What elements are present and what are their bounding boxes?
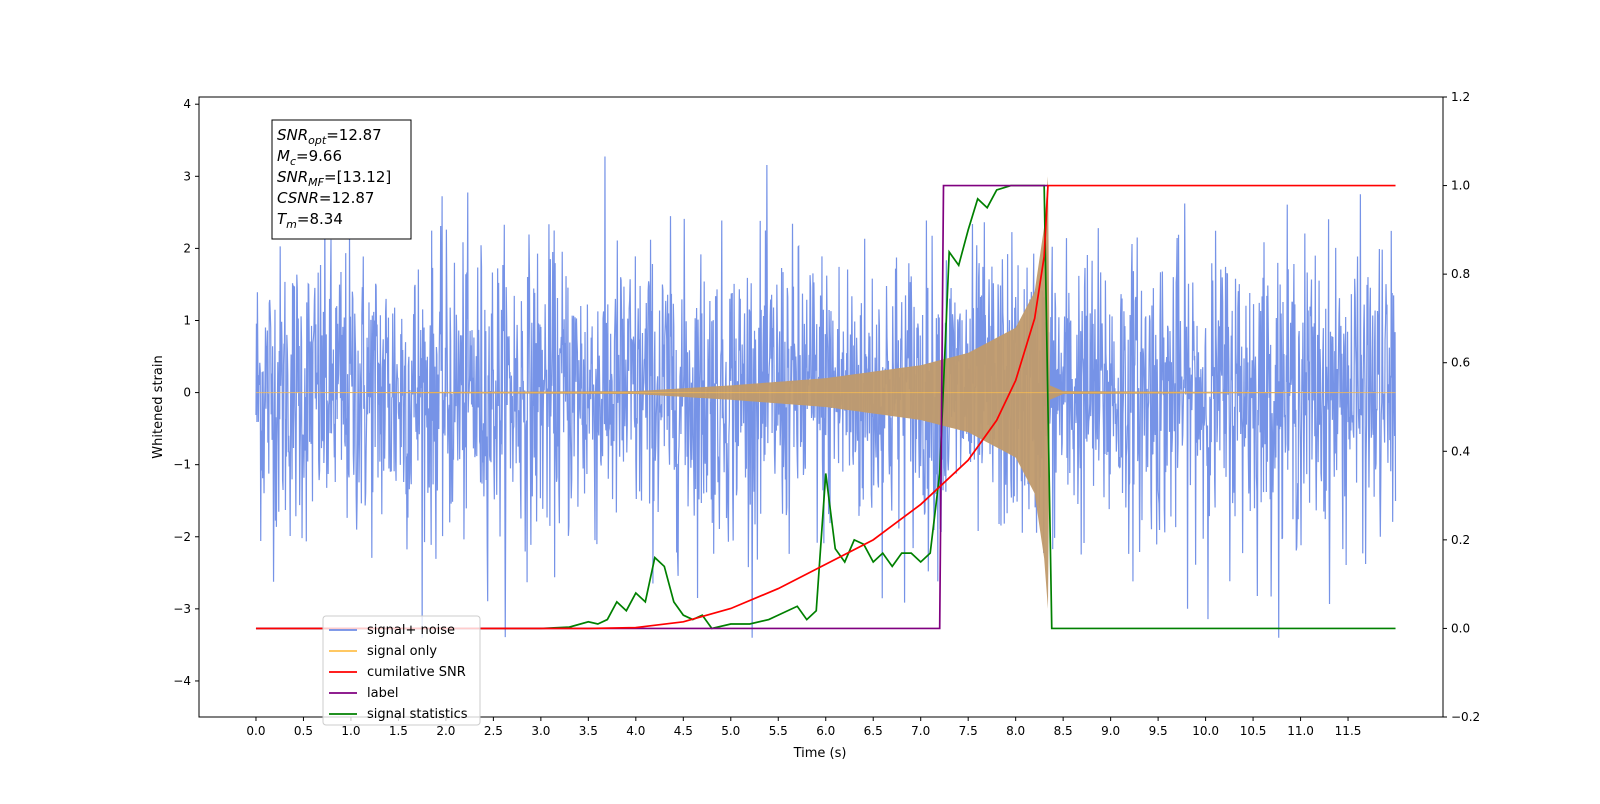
legend-entry: signal only — [329, 644, 437, 659]
legend-label: signal statistics — [367, 707, 468, 722]
y-axis-left: −4 −3 −2 −1 0 1 2 3 4 — [173, 97, 199, 688]
x-tick-label: 5.5 — [769, 724, 788, 738]
annotation-variable: SNR — [277, 168, 308, 186]
annotation-variable: CSNR — [277, 189, 319, 207]
legend-label: cumilative SNR — [367, 665, 466, 680]
x-tick-label: 6.5 — [864, 724, 883, 738]
annotation-line: Tm=8.34 — [277, 210, 343, 231]
signal-plus-noise-line — [255, 156, 1397, 638]
y-tick-label-right: 0.6 — [1451, 356, 1470, 370]
x-tick-label: 3.0 — [531, 724, 550, 738]
legend-label: signal only — [367, 644, 437, 659]
x-tick-label: 4.5 — [674, 724, 693, 738]
x-tick-label: 4.0 — [626, 724, 645, 738]
x-tick-label: 8.0 — [1006, 724, 1025, 738]
y-tick-label-right: 0.2 — [1451, 533, 1470, 547]
y-tick-label-left: −4 — [173, 674, 191, 688]
y-tick-label-left: 1 — [183, 313, 191, 327]
annotation-variable: SNR — [277, 126, 308, 144]
y-tick-label-left: −2 — [173, 530, 191, 544]
y-tick-label-right: 0.4 — [1451, 444, 1470, 458]
x-tick-label: 3.5 — [579, 724, 598, 738]
plot-frame — [198, 96, 1444, 718]
annotation-value: =12.87 — [319, 189, 375, 207]
legend: signal+ noise signal only cumilative SNR la… — [322, 615, 481, 726]
annotation-subscript: MF — [308, 176, 324, 189]
signal-statistics-line — [255, 184, 1396, 630]
x-tick-label: 7.5 — [959, 724, 978, 738]
x-tick-label: 1.5 — [389, 724, 408, 738]
y-tick-label-left: 2 — [183, 241, 191, 255]
y-axis-right: −0.2 0.0 0.2 0.4 0.6 0.8 1.0 1.2 — [1443, 90, 1480, 724]
legend-entry: cumilative SNR — [329, 665, 466, 680]
legend-label: signal+ noise — [367, 623, 455, 638]
x-tick-label: 10.0 — [1192, 724, 1219, 738]
x-axis: 0.0 0.5 1.0 1.5 2.0 2.5 3.0 3.5 4.0 4.5 5.0 5.5 6.0 6… — [246, 717, 1361, 738]
y-tick-label-left: −3 — [173, 602, 191, 616]
annotation-value: =8.34 — [297, 210, 343, 228]
annotation-subscript: m — [286, 218, 297, 231]
y-tick-label-left: 4 — [183, 97, 191, 111]
x-tick-label: 11.0 — [1287, 724, 1314, 738]
annotation-subscript: opt — [308, 134, 327, 147]
annotation-variable: M — [277, 147, 290, 165]
annotation-line: Mc=9.66 — [277, 147, 342, 168]
x-tick-label: 2.0 — [436, 724, 455, 738]
signal-plus-noise-series — [255, 156, 1397, 638]
annotation-value: =[13.12] — [324, 168, 391, 186]
legend-entry: signal statistics — [329, 707, 468, 722]
x-tick-label: 9.0 — [1101, 724, 1120, 738]
x-tick-label: 1.0 — [341, 724, 360, 738]
y-tick-label-right: 1.2 — [1451, 90, 1470, 104]
y-tick-label-left: −1 — [173, 458, 191, 472]
annotation-value: =12.87 — [326, 126, 382, 144]
annotation-variable: T — [277, 210, 288, 228]
y-tick-label-right: 0.0 — [1451, 621, 1470, 635]
y-tick-label-right: 0.8 — [1451, 267, 1470, 281]
annotation-line: CSNR=12.87 — [277, 189, 374, 207]
annotation-subscript: c — [290, 155, 296, 168]
x-tick-label: 2.5 — [484, 724, 503, 738]
legend-frame — [322, 615, 481, 726]
legend-label: label — [367, 686, 398, 701]
x-tick-label: 5.0 — [721, 724, 740, 738]
annotation-box: SNRopt=12.87Mc=9.66SNRMF=[13.12]CSNR=12.… — [271, 119, 412, 240]
legend-entry: signal+ noise — [329, 623, 455, 638]
y-tick-label-left: 3 — [183, 169, 191, 183]
annotation-line: SNRopt=12.87 — [277, 126, 382, 147]
y-axis-label-left: Whitened strain — [151, 355, 166, 458]
cumilative-snr-line — [255, 184, 1396, 630]
annotation-frame — [271, 119, 412, 240]
annotation-line: SNRMF=[13.12] — [277, 168, 391, 189]
annotation-value: =9.66 — [296, 147, 342, 165]
signal-only-series — [255, 176, 1396, 609]
x-tick-label: 11.5 — [1335, 724, 1362, 738]
x-axis-label: Time (s) — [793, 746, 847, 761]
x-tick-label: 10.5 — [1240, 724, 1267, 738]
x-tick-label: 9.5 — [1149, 724, 1168, 738]
x-tick-label: 7.0 — [911, 724, 930, 738]
legend-entry: label — [329, 686, 398, 701]
y-tick-label-right: 1.0 — [1451, 179, 1470, 193]
x-tick-label: 8.5 — [1054, 724, 1073, 738]
x-tick-label: 0.5 — [294, 724, 313, 738]
x-tick-label: 6.0 — [816, 724, 835, 738]
y-tick-label-right: −0.2 — [1451, 710, 1480, 724]
right-axis-series — [255, 184, 1396, 630]
y-tick-label-left: 0 — [183, 386, 191, 400]
x-tick-label: 0.0 — [246, 724, 265, 738]
